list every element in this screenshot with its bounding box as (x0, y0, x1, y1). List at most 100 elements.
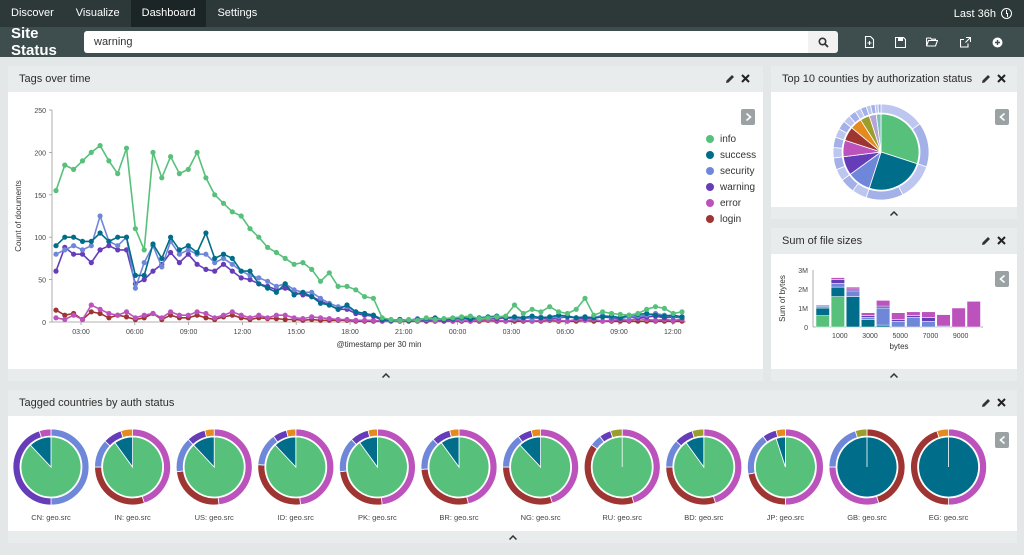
data-point-error (185, 312, 191, 318)
panel-top-counties: Top 10 counties by authorization status (771, 66, 1017, 219)
open-dashboard-button[interactable] (924, 34, 940, 50)
tags-line-chart: 0 50 100 150 200 250 03:00 06:00 09:00 12:00 15:00… (14, 108, 686, 349)
data-point-success (212, 255, 218, 261)
data-point-error (362, 317, 368, 323)
legend-item-warning[interactable]: warning (706, 179, 756, 195)
tab-visualize[interactable]: Visualize (75, 7, 120, 19)
data-point-error (256, 312, 262, 318)
data-point-info (370, 295, 376, 301)
legend-item-security[interactable]: security (706, 163, 756, 179)
data-point-info (203, 175, 209, 181)
legend-toggle-button[interactable] (995, 432, 1009, 448)
data-point-error (229, 309, 235, 315)
remove-panel-button[interactable] (996, 397, 1007, 408)
bar-segment-security (845, 290, 860, 297)
data-point-info (132, 226, 138, 232)
remove-panel-button[interactable] (740, 73, 751, 84)
data-point-info (414, 317, 421, 323)
data-point-warning (194, 261, 200, 267)
data-point-security (203, 251, 209, 257)
country-pie-outer-slice (691, 428, 705, 439)
remove-panel-button[interactable] (996, 235, 1007, 246)
series-line-info (55, 144, 683, 322)
bar-segment-warning (891, 319, 906, 322)
legend-item-error[interactable]: error (706, 195, 756, 211)
share-dashboard-button[interactable] (957, 34, 973, 50)
data-point-success (229, 255, 235, 261)
data-point-error (132, 315, 138, 321)
remove-panel-button[interactable] (996, 73, 1007, 84)
data-point-error (291, 315, 297, 321)
tab-dashboard[interactable]: Dashboard (130, 0, 207, 27)
data-point-info (379, 315, 385, 321)
legend-toggle-button[interactable] (995, 109, 1009, 125)
data-point-security (141, 260, 147, 266)
edit-panel-button[interactable] (980, 235, 991, 246)
search-input[interactable] (84, 31, 808, 53)
legend-item-info[interactable]: info (706, 131, 756, 147)
country-pie-label: IN: geo.src (114, 513, 151, 522)
country-pie-label: ID: geo.src (278, 513, 315, 522)
dashboard-bar: Site Status (0, 25, 1024, 59)
x-tick-label: 03:00 (503, 329, 521, 336)
country-pie-outer-slice (449, 428, 460, 438)
add-panel-button[interactable] (989, 34, 1005, 50)
data-point-success (141, 272, 147, 278)
bar-segment-warning (921, 317, 936, 322)
country-pie-outer-slice (775, 428, 786, 438)
data-point-error (326, 316, 332, 322)
data-point-success (335, 306, 341, 312)
data-point-info (591, 312, 597, 318)
legend-toggle-button[interactable] (995, 271, 1009, 287)
data-point-error (53, 315, 59, 321)
panel-collapse-toggle[interactable] (771, 369, 1017, 381)
tab-settings[interactable]: Settings (217, 7, 258, 19)
time-picker[interactable]: Last 36h (954, 0, 1012, 27)
tab-discover[interactable]: Discover (11, 7, 54, 19)
country-pie-slice (591, 436, 653, 498)
data-point-login (106, 315, 112, 321)
bar-segment-success (845, 296, 860, 328)
data-point-success (573, 315, 579, 321)
data-point-warning (97, 247, 103, 253)
panel-header: Sum of file sizes (771, 228, 1017, 254)
data-point-info (326, 270, 332, 276)
chevron-left-icon (998, 113, 1005, 121)
legend-toggle-button[interactable] (741, 109, 755, 125)
data-point-info (423, 315, 429, 321)
edit-panel-button[interactable] (724, 73, 735, 84)
bar-segment-security (921, 321, 936, 328)
data-point-success (600, 314, 606, 320)
search-button[interactable] (808, 31, 838, 53)
panel-title: Tags over time (19, 73, 91, 85)
data-point-error (220, 312, 227, 318)
data-point-info (159, 175, 165, 181)
x-tick-label: 00:00 (449, 329, 467, 336)
data-point-error (88, 302, 94, 308)
edit-panel-button[interactable] (980, 73, 991, 84)
legend-item-login[interactable]: login (706, 211, 756, 227)
bar-segment-security (891, 321, 906, 328)
data-point-security (88, 243, 94, 249)
pie-slice (868, 151, 918, 191)
data-point-success (132, 272, 138, 278)
panel-collapse-toggle[interactable] (771, 207, 1017, 219)
data-point-error (317, 315, 324, 321)
data-point-info (212, 192, 218, 198)
panel-collapse-toggle[interactable] (8, 531, 1017, 543)
data-point-error (106, 310, 112, 317)
data-point-info (335, 283, 341, 289)
data-point-warning (71, 251, 77, 257)
bar-segment-security (830, 283, 845, 288)
file-sizes-bar-chart: 0 1M 2M 3M 1000 3000 5000 7000 9000 bytes Sum of b… (778, 268, 984, 351)
data-point-success (88, 238, 94, 244)
panel-header: Top 10 counties by authorization status (771, 66, 1017, 92)
save-dashboard-button[interactable] (892, 34, 908, 50)
panel-collapse-toggle[interactable] (8, 369, 763, 381)
legend-item-success[interactable]: success (706, 147, 756, 163)
data-point-login (53, 307, 59, 313)
new-dashboard-button[interactable] (861, 34, 877, 50)
data-point-info (529, 306, 535, 312)
edit-panel-button[interactable] (980, 397, 991, 408)
data-point-info (547, 304, 553, 310)
